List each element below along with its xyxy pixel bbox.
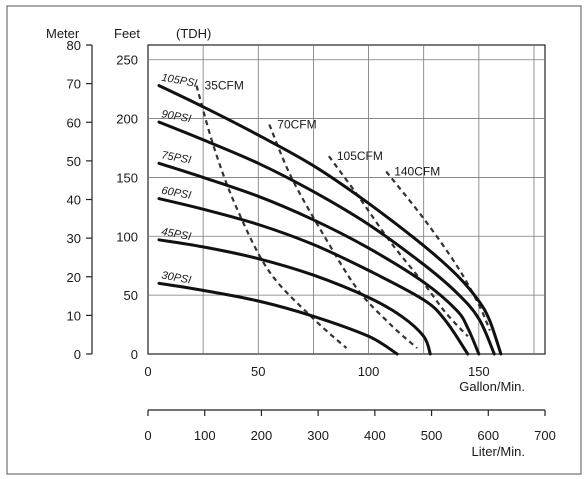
feet-tick-label: 250	[116, 53, 138, 68]
pressure-curves	[157, 84, 503, 356]
pressure-curve-label-45psi: 45PSI	[161, 226, 193, 243]
meter-tick-label: 0	[74, 347, 81, 362]
pressure-curve-label-60psi: 60PSI	[161, 185, 193, 202]
meter-tick-label: 60	[67, 115, 81, 130]
pressure-curve-30psi	[157, 281, 399, 356]
axes: 0 10 20 30 40 50 60 70 80 0 50 100 150 200 250 0 50 100 15…	[67, 38, 556, 459]
feet-tick-label: 200	[116, 112, 138, 127]
air-curve-140cfm	[385, 170, 491, 331]
lpm-tick-label: 100	[194, 428, 216, 443]
air-curve-105cfm	[328, 155, 469, 338]
air-curve-label-140cfm: 140CFM	[394, 165, 440, 179]
gpm-tick-label: 100	[358, 364, 380, 379]
plot-area	[147, 44, 546, 355]
pressure-curve-label-30psi: 30PSI	[161, 270, 193, 287]
air-curve-label-105cfm: 105CFM	[337, 149, 383, 163]
pressure-curve-label-90psi: 90PSI	[161, 108, 193, 125]
meter-tick-label: 10	[67, 308, 81, 323]
curve-labels: 105PSI 90PSI 75PSI 60PSI 45PSI 30PSI 35CFM 70CF…	[161, 72, 441, 287]
air-curve-label-35cfm: 35CFM	[205, 79, 244, 93]
meter-axis-title: Meter	[46, 26, 80, 41]
lpm-tick-label: 400	[364, 428, 386, 443]
gpm-tick-label: 0	[144, 364, 151, 379]
lpm-tick-label: 300	[307, 428, 329, 443]
feet-tick-label: 150	[116, 170, 138, 185]
air-curve-label-70cfm: 70CFM	[277, 117, 316, 131]
meter-tick-label: 30	[67, 231, 81, 246]
lpm-tick-label: 200	[251, 428, 273, 443]
chart-frame	[6, 5, 582, 475]
feet-tick-label: 0	[131, 347, 138, 362]
feet-tick-label: 100	[116, 229, 138, 244]
meter-tick-label: 80	[67, 38, 81, 53]
gpm-tick-label: 50	[251, 364, 265, 379]
lpm-tick-label: 500	[421, 428, 443, 443]
gpm-axis-title: Gallon/Min.	[459, 379, 525, 394]
meter-tick-label: 70	[67, 77, 81, 92]
meter-tick-label: 40	[67, 193, 81, 208]
meter-tick-label: 50	[67, 154, 81, 169]
air-curve-70cfm	[268, 124, 418, 349]
air-curve-35cfm	[195, 85, 348, 349]
lpm-tick-label: 600	[477, 428, 499, 443]
feet-tick-label: 50	[124, 288, 138, 303]
pressure-curve-75psi	[157, 161, 481, 356]
meter-tick-label: 20	[67, 270, 81, 285]
feet-axis-title: Feet	[114, 26, 140, 41]
pressure-curve-105psi	[157, 84, 503, 356]
pressure-curve-90psi	[157, 120, 496, 356]
pressure-curve-45psi	[157, 238, 432, 356]
lpm-tick-label: 0	[144, 428, 151, 443]
tdh-label: (TDH)	[176, 26, 211, 41]
pressure-curve-label-75psi: 75PSI	[161, 149, 193, 166]
pressure-curve-label-105psi: 105PSI	[161, 72, 199, 90]
lpm-tick-label: 700	[534, 428, 556, 443]
air-consumption-curves	[195, 85, 491, 349]
grid-lines	[148, 45, 545, 354]
gpm-tick-label: 150	[468, 364, 490, 379]
pressure-curve-60psi	[157, 197, 470, 356]
lpm-axis-title: Liter/Min.	[472, 444, 525, 459]
